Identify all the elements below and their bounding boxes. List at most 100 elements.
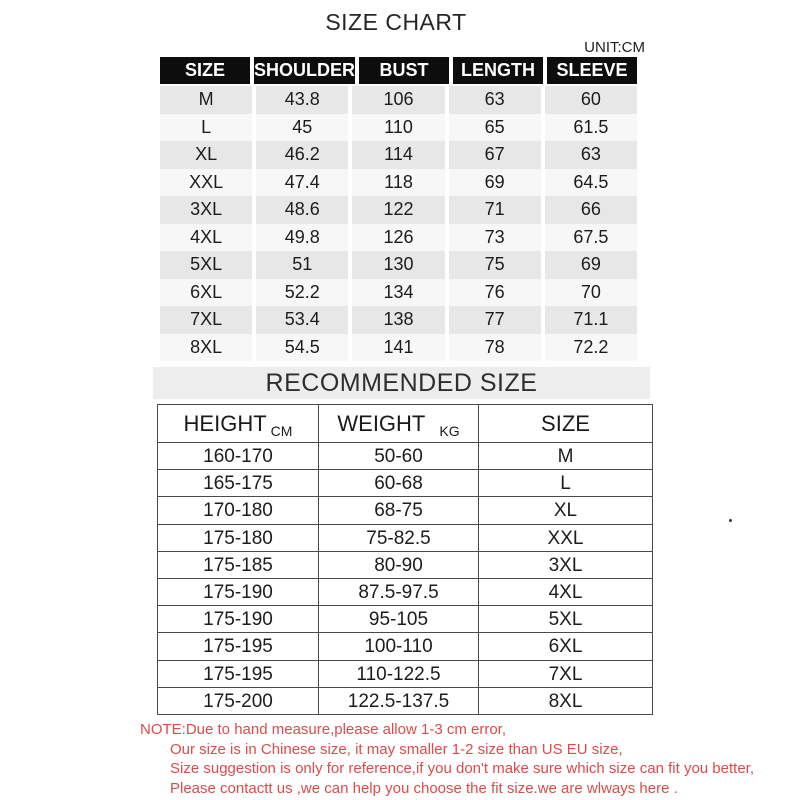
table-cell: 95-105 [319,605,479,634]
recommended-table-body: 160-170 50-60 M 165-175 60-68 L 170-180 68-75 XL… [158,442,652,715]
table-cell: XL [479,496,652,524]
table-row: 175-200 122.5-137.5 8XL [158,686,652,715]
size-table-header-cell-bust: BUST [359,57,449,84]
table-cell: L [479,469,652,497]
table-cell: 43.8 [256,86,349,114]
table-cell: 65 [448,113,541,141]
table-cell: 63 [544,141,637,169]
table-row: 175-195 110-122.5 7XL [158,659,652,688]
table-cell: 175-200 [158,686,319,715]
table-row: L 45 110 65 61.5 [160,113,637,141]
table-cell: 122.5-137.5 [319,686,479,715]
table-cell: 69 [544,251,637,279]
table-cell: 165-175 [158,469,319,498]
table-cell: 175-190 [158,577,319,606]
recommended-header-size-label: SIZE [541,410,590,436]
recommended-header-height: HEIGHT CM [158,405,319,442]
table-cell: 61.5 [544,113,637,141]
table-cell: 47.4 [256,168,349,196]
table-cell: 175-195 [158,659,319,688]
table-cell: 175-185 [158,550,319,579]
table-cell: 4XL [479,577,652,606]
table-cell: XXL [160,168,253,196]
table-cell: 60 [544,86,637,114]
table-cell: 122 [352,196,445,224]
table-cell: 110 [352,113,445,141]
table-row: 5XL 51 130 75 69 [160,251,637,279]
table-cell: 4XL [160,223,253,251]
table-cell: 5XL [160,251,253,279]
table-cell: 75-82.5 [319,523,479,552]
table-cell: 7XL [160,306,253,334]
recommended-header-weight-unit: KG [439,422,460,439]
table-cell: 66 [544,196,637,224]
table-cell: 60-68 [319,469,479,498]
table-cell: 100-110 [319,632,479,661]
table-cell: 54.5 [256,333,349,361]
table-cell: 80-90 [319,550,479,579]
table-cell: 138 [352,306,445,334]
table-cell: 45 [256,113,349,141]
size-table-header-cell-sleeve: SLEEVE [547,57,637,84]
table-cell: 3XL [479,550,652,579]
table-cell: 3XL [160,196,253,224]
recommended-header-height-label: HEIGHT [183,410,267,436]
recommended-header-weight: WEIGHT KG [319,405,479,442]
note-line: NOTE:Due to hand measure,please allow 1-… [140,721,506,738]
table-cell: 77 [448,306,541,334]
table-cell: 46.2 [256,141,349,169]
size-table-body: M 43.8 106 63 60 L 45 110 65 61.5 XL 46.2 114 67 63 XXL… [160,86,637,361]
table-cell: 114 [352,141,445,169]
table-row: 8XL 54.5 141 78 72.2 [160,333,637,361]
table-row: M 43.8 106 63 60 [160,86,637,114]
table-cell: 6XL [479,632,652,660]
table-cell: 69 [448,168,541,196]
table-cell: 49.8 [256,223,349,251]
table-row: 175-195 100-110 6XL [158,632,652,661]
size-table-header-cell-size: SIZE [160,57,250,84]
table-row: 4XL 49.8 126 73 67.5 [160,223,637,251]
table-cell: 53.4 [256,306,349,334]
note-line: Please contactt us ,we can help you choo… [170,779,678,797]
unit-label: UNIT:CM [584,39,645,56]
table-cell: 175-190 [158,605,319,634]
table-cell: 118 [352,168,445,196]
size-chart-table: SIZE SHOULDER BUST LENGTH SLEEVE M 43.8 10… [160,57,637,361]
note: NOTE:Due to hand measure,please allow 1-… [140,720,754,798]
table-row: 175-190 95-105 5XL [158,605,652,634]
table-cell: 73 [448,223,541,251]
table-row: 175-190 87.5-97.5 4XL [158,577,652,606]
table-cell: 67 [448,141,541,169]
table-cell: 63 [448,86,541,114]
table-row: 3XL 48.6 122 71 66 [160,196,637,224]
table-cell: 67.5 [544,223,637,251]
recommended-header-size: SIZE [479,405,652,442]
table-cell: 64.5 [544,168,637,196]
table-row: 175-180 75-82.5 XXL [158,523,652,552]
table-cell: XL [160,141,253,169]
recommended-header-weight-label: WEIGHT [337,410,426,436]
artifact-speck [729,519,732,522]
table-row: XL 46.2 114 67 63 [160,141,637,169]
table-row: 160-170 50-60 M [158,442,652,470]
table-cell: 75 [448,251,541,279]
table-cell: 126 [352,223,445,251]
table-cell: 106 [352,86,445,114]
table-cell: 71 [448,196,541,224]
table-cell: 50-60 [319,442,479,470]
recommended-table-header: HEIGHT CM WEIGHT KG SIZE [158,405,652,442]
table-cell: 68-75 [319,496,479,525]
table-cell: 71.1 [544,306,637,334]
size-table-header-cell-length: LENGTH [453,57,543,84]
table-cell: 6XL [160,278,253,306]
table-cell: 160-170 [158,442,319,470]
table-cell: XXL [479,523,652,552]
table-row: 7XL 53.4 138 77 71.1 [160,306,637,334]
table-cell: 8XL [479,686,652,715]
table-cell: 70 [544,278,637,306]
table-cell: 110-122.5 [319,659,479,688]
table-cell: 175-195 [158,632,319,661]
table-row: 175-185 80-90 3XL [158,550,652,579]
table-cell: 8XL [160,333,253,361]
table-row: XXL 47.4 118 69 64.5 [160,168,637,196]
